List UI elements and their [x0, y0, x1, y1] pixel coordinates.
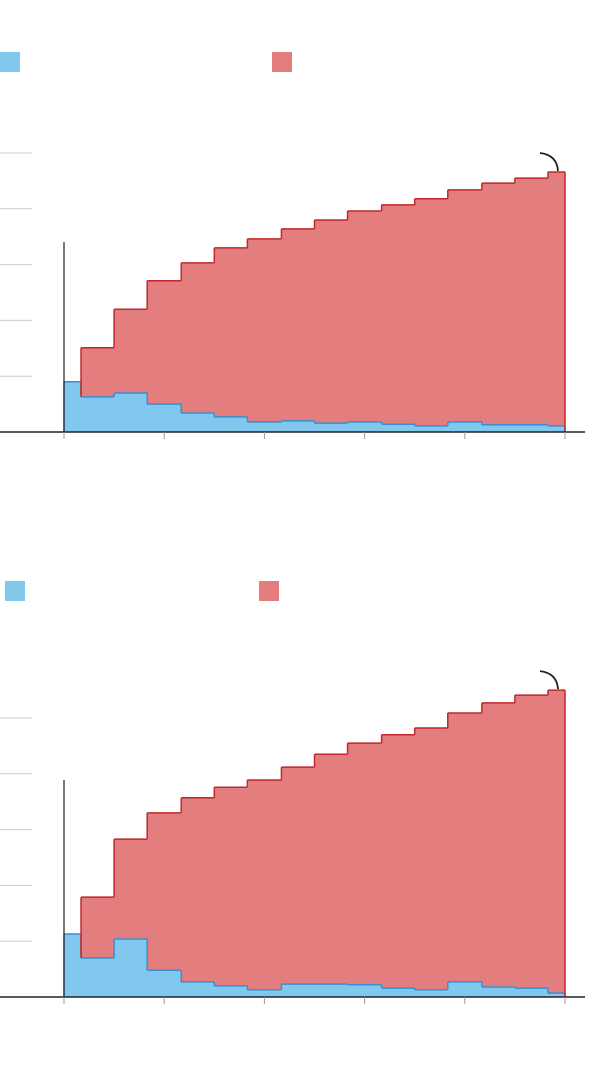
step-segment — [281, 767, 315, 985]
step-segment — [447, 981, 483, 997]
step-segment — [247, 421, 282, 432]
step-segment — [481, 183, 516, 425]
step-segment — [64, 381, 82, 432]
step-segment — [81, 957, 115, 997]
step-segment — [114, 392, 148, 432]
step-segment — [81, 396, 115, 432]
step-segment — [547, 690, 566, 994]
step-segment — [481, 424, 516, 432]
step-segment — [547, 993, 566, 997]
step-segment — [214, 787, 248, 986]
step-segment — [347, 211, 383, 422]
step-segment — [347, 421, 383, 432]
step-segment — [381, 424, 416, 432]
step-segment — [247, 989, 282, 997]
step-segment — [381, 734, 416, 989]
annotation-arc — [539, 152, 559, 172]
step-segment — [281, 984, 315, 997]
step-segment — [514, 988, 549, 997]
step-segment — [547, 171, 566, 426]
step-segment — [314, 984, 348, 997]
step-segment — [447, 189, 483, 422]
step-segment — [514, 695, 549, 989]
step-segment — [447, 421, 483, 432]
step-segment — [147, 812, 182, 971]
step-segment — [414, 198, 449, 426]
step-segment — [247, 238, 282, 422]
step-segment — [147, 280, 182, 405]
step-segment — [414, 728, 449, 990]
step-segment — [247, 779, 282, 990]
legend-swatch — [259, 581, 279, 601]
step-segment — [481, 986, 516, 997]
step-segment — [514, 178, 549, 425]
annotation-arc — [539, 670, 559, 690]
step-segment — [514, 424, 549, 432]
step-segment — [447, 712, 483, 982]
step-segment — [214, 247, 248, 417]
step-segment — [281, 420, 315, 432]
step-segment — [147, 970, 182, 997]
step-segment — [181, 981, 215, 997]
legend-swatch — [0, 52, 20, 72]
step-segment — [114, 839, 148, 939]
step-segment — [114, 938, 148, 997]
step-segment — [414, 989, 449, 997]
step-segment — [147, 404, 182, 432]
step-segment — [214, 985, 248, 997]
step-segment — [347, 743, 383, 985]
step-segment — [481, 702, 516, 987]
step-segment — [381, 204, 416, 425]
step-segment — [181, 262, 215, 414]
step-segment — [214, 416, 248, 432]
step-segment — [81, 897, 115, 958]
step-segment — [314, 423, 348, 432]
step-segment — [314, 754, 348, 985]
step-segment — [181, 413, 215, 432]
step-segment — [547, 425, 566, 432]
step-segment — [414, 425, 449, 432]
step-segment — [381, 988, 416, 997]
step-segment — [114, 309, 148, 393]
step-segment — [314, 219, 348, 424]
step-segment — [181, 797, 215, 982]
step-segment — [81, 347, 115, 397]
step-segment — [281, 228, 315, 421]
step-segment — [347, 984, 383, 997]
legend-swatch — [272, 52, 292, 72]
legend-swatch — [5, 581, 25, 601]
step-segment — [64, 933, 82, 997]
